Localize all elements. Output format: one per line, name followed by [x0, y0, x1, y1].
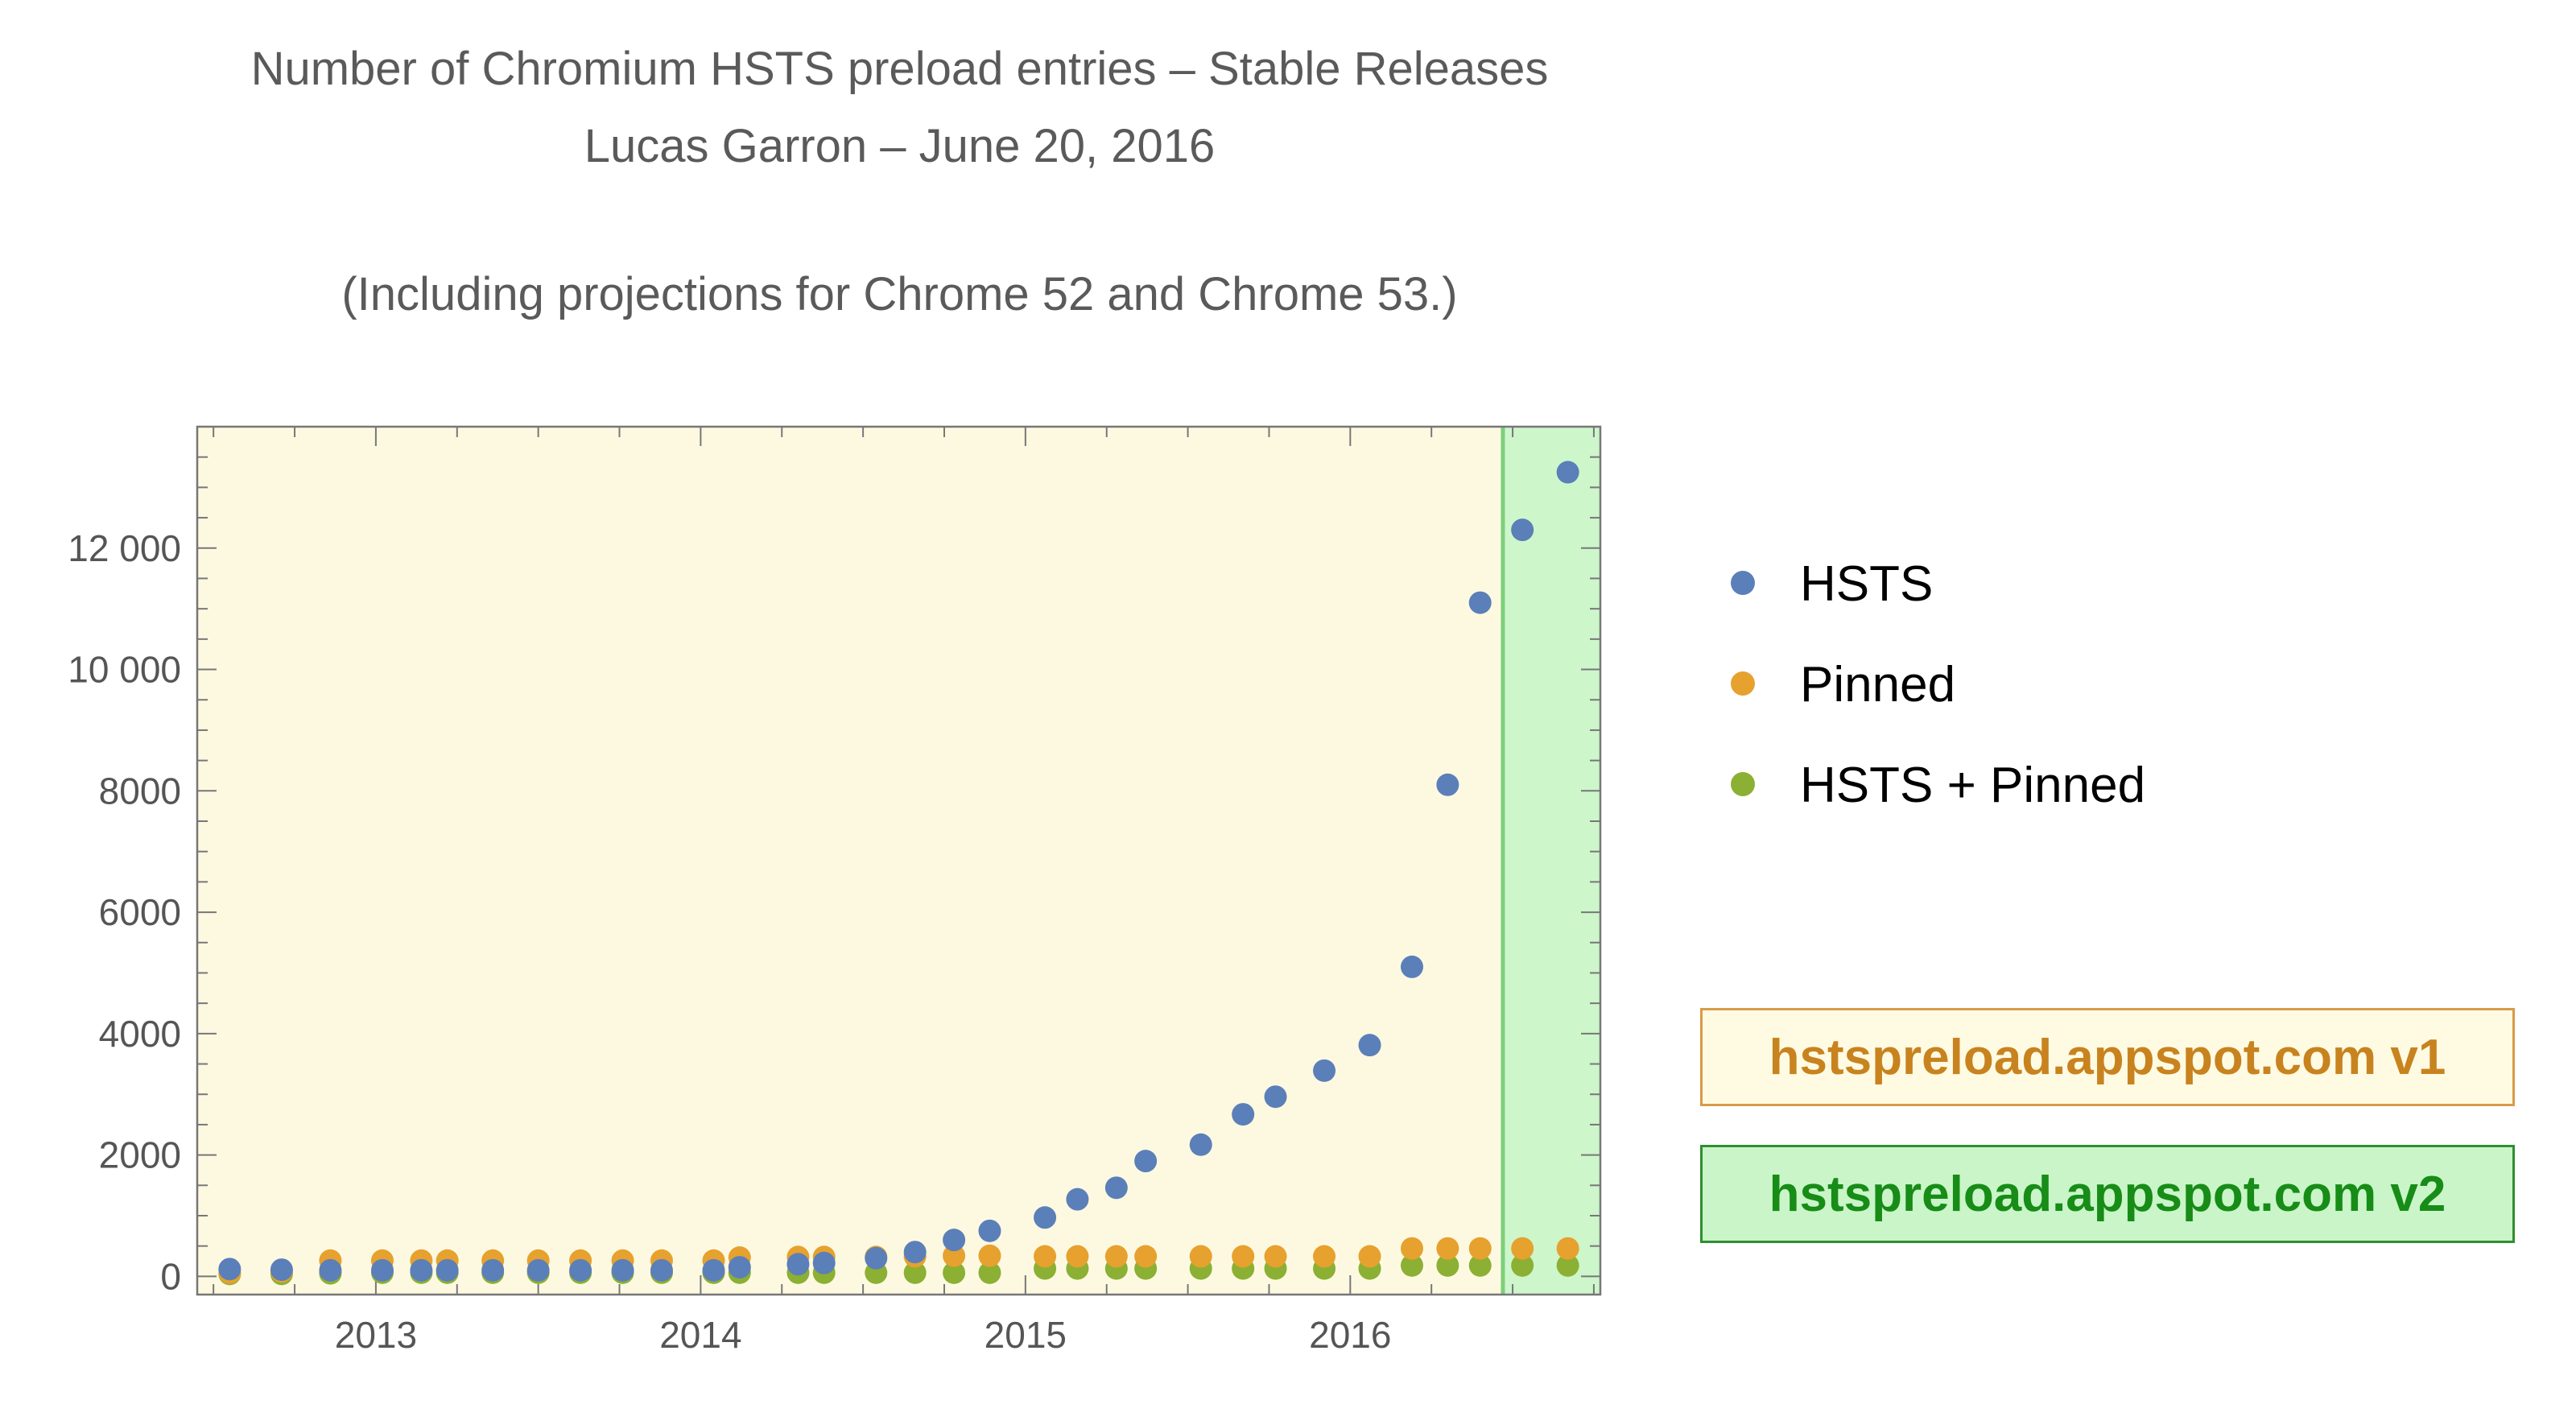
data-point-hsts-pinned	[1400, 1254, 1423, 1277]
data-point-hsts	[319, 1258, 342, 1282]
data-point-hsts	[1264, 1085, 1287, 1109]
data-point-pinned	[1034, 1245, 1057, 1268]
y-tick-label: 6000	[99, 891, 181, 933]
x-tick-label: 2013	[335, 1314, 417, 1356]
data-point-hsts	[526, 1258, 550, 1282]
x-tick-label: 2015	[985, 1314, 1067, 1356]
legend-marker-pinned	[1731, 671, 1755, 696]
data-point-hsts	[1358, 1034, 1381, 1057]
data-point-hsts	[1189, 1133, 1212, 1156]
data-point-hsts-pinned	[1468, 1254, 1492, 1277]
data-point-hsts	[1468, 591, 1492, 614]
legend-item-hsts-pinned: HSTS + Pinned	[1731, 757, 2145, 814]
data-point-pinned	[1313, 1245, 1336, 1268]
data-point-pinned	[1134, 1245, 1158, 1268]
legend-item-pinned: Pinned	[1731, 656, 1955, 713]
data-point-hsts-pinned	[1556, 1254, 1579, 1277]
data-point-hsts	[865, 1246, 888, 1270]
data-point-hsts	[1034, 1206, 1057, 1229]
chart-axes: 0 2000 4000 6000 8000 10 000 12 000 2013 2014 201…	[68, 425, 1602, 1356]
data-point-hsts	[1134, 1150, 1158, 1173]
data-point-hsts	[1066, 1188, 1089, 1211]
region-v1-background	[197, 427, 1503, 1295]
data-point-pinned	[1066, 1245, 1089, 1268]
y-tick-label: 4000	[99, 1013, 181, 1055]
y-tick-label: 0	[160, 1255, 181, 1297]
x-tick-label: 2014	[659, 1314, 741, 1356]
data-point-hsts-pinned	[1436, 1254, 1459, 1277]
y-tick-label: 8000	[99, 770, 181, 812]
chart-note: (Including projections for Chrome 52 and…	[341, 268, 1458, 320]
data-point-pinned	[1264, 1245, 1287, 1268]
data-point-hsts	[1104, 1176, 1128, 1200]
data-point-pinned	[1511, 1237, 1534, 1260]
region-v2-background	[1502, 427, 1600, 1295]
data-point-hsts	[728, 1256, 751, 1279]
data-point-hsts	[903, 1241, 927, 1264]
data-point-pinned	[1468, 1237, 1492, 1260]
x-tick-label: 2016	[1309, 1314, 1391, 1356]
data-point-hsts-pinned	[978, 1261, 1001, 1284]
legend-item-hsts: HSTS	[1731, 556, 1933, 613]
data-point-pinned	[978, 1244, 1001, 1267]
data-point-hsts	[410, 1258, 433, 1282]
legend-marker-hsts-pinned	[1731, 771, 1755, 796]
data-point-hsts	[812, 1251, 836, 1274]
data-point-hsts	[569, 1258, 592, 1282]
data-point-hsts	[370, 1258, 394, 1282]
data-point-hsts	[786, 1253, 810, 1276]
y-tick-label: 10 000	[68, 649, 181, 691]
data-point-pinned	[1189, 1245, 1212, 1268]
data-point-hsts	[978, 1219, 1001, 1242]
data-point-hsts-pinned	[903, 1261, 927, 1284]
data-point-hsts	[943, 1229, 966, 1252]
data-point-pinned	[1104, 1245, 1128, 1268]
data-point-hsts	[1400, 955, 1423, 978]
chart-title: Number of Chromium HSTS preload entries …	[250, 43, 1549, 95]
y-tick-label: 2000	[99, 1134, 181, 1176]
data-point-pinned	[1400, 1237, 1423, 1260]
data-point-hsts	[436, 1258, 459, 1282]
chart-points	[218, 461, 1579, 1286]
data-point-hsts	[650, 1258, 673, 1282]
region-badge-v2: hstspreload.appspot.com v2	[1700, 1145, 2515, 1243]
plot-frame	[196, 425, 1602, 1296]
data-point-pinned	[1232, 1245, 1255, 1268]
data-point-pinned	[1436, 1237, 1459, 1260]
data-point-hsts	[702, 1258, 725, 1282]
y-tick-label: 12 000	[68, 527, 181, 569]
data-point-hsts	[1232, 1103, 1255, 1126]
legend-label-hsts: HSTS	[1800, 556, 1934, 612]
data-point-pinned	[943, 1244, 966, 1267]
data-point-hsts-pinned	[943, 1261, 966, 1284]
data-point-pinned	[1358, 1245, 1381, 1268]
legend-label-pinned: Pinned	[1800, 657, 1956, 712]
data-point-hsts	[1511, 518, 1534, 542]
data-point-hsts	[270, 1258, 293, 1282]
chart-regions	[197, 427, 1600, 1295]
chart-subtitle: Lucas Garron – June 20, 2016	[584, 120, 1216, 172]
data-point-hsts-pinned	[1511, 1254, 1534, 1277]
data-point-hsts	[1313, 1059, 1336, 1082]
legend-marker-hsts	[1731, 570, 1755, 595]
data-point-pinned	[1556, 1237, 1579, 1260]
data-point-hsts	[218, 1258, 242, 1281]
data-point-hsts	[1556, 461, 1579, 484]
region-badge-v1: hstspreload.appspot.com v1	[1700, 1008, 2515, 1106]
data-point-hsts	[611, 1258, 634, 1282]
data-point-hsts	[481, 1258, 505, 1282]
legend-label-hsts-pinned: HSTS + Pinned	[1800, 758, 2146, 813]
data-point-hsts	[1436, 773, 1459, 796]
